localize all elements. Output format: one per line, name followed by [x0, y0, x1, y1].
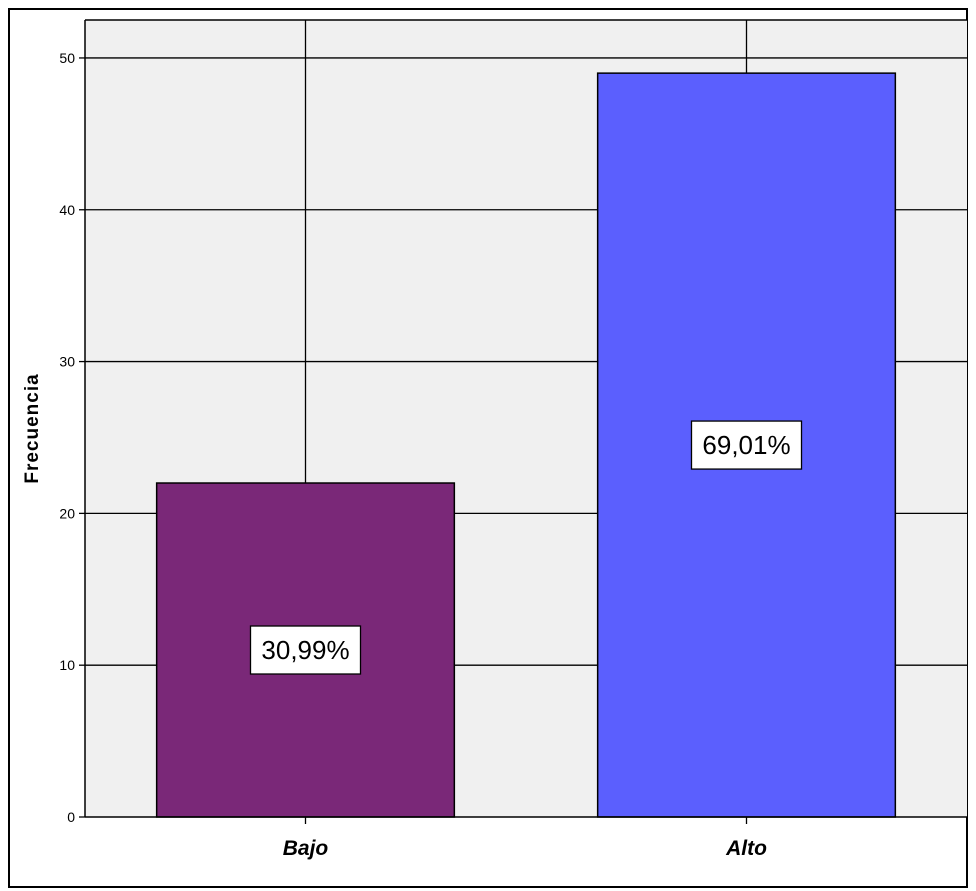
- x-tick-label-alto: Alto: [725, 837, 767, 860]
- data-labels: 30,99% 69,01%: [249, 420, 803, 675]
- y-tick-label: 30: [59, 354, 75, 370]
- y-axis: 0 10 20 30 40 50: [59, 20, 86, 825]
- y-tick-label: 20: [59, 505, 75, 521]
- y-tick-label: 10: [59, 657, 75, 673]
- x-tick-label-bajo: Bajo: [283, 837, 329, 860]
- data-label-bajo: 30,99%: [261, 635, 349, 665]
- data-label-box: [690, 420, 803, 470]
- y-tick-label: 0: [67, 809, 75, 825]
- x-axis: Bajo Alto: [85, 816, 967, 860]
- y-axis-title: Frecuencia: [22, 373, 43, 483]
- y-tick-label: 50: [59, 50, 75, 66]
- data-label-alto: 69,01%: [702, 430, 790, 460]
- data-label-box: [249, 625, 362, 675]
- y-tick-label: 40: [59, 202, 75, 218]
